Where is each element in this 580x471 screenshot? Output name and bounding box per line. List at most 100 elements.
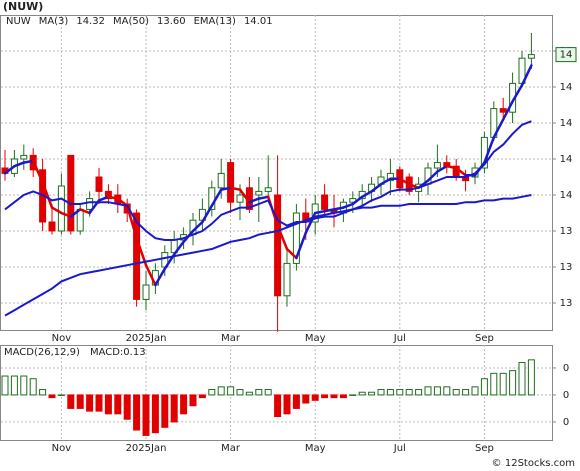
candle-body bbox=[499, 108, 507, 113]
ma-segment bbox=[50, 206, 63, 215]
ma-segment bbox=[69, 208, 82, 218]
ma-segment bbox=[191, 220, 204, 233]
ticker: (NUW) bbox=[3, 0, 43, 13]
y-tick-label: 14 bbox=[560, 82, 573, 93]
macd-bar bbox=[443, 386, 451, 396]
ma-segment bbox=[483, 136, 496, 164]
y-tick-label: 0 bbox=[563, 363, 569, 374]
macd-bar bbox=[142, 394, 150, 436]
macd-bar bbox=[264, 389, 272, 396]
macd-bar bbox=[462, 389, 470, 396]
candle-body bbox=[274, 194, 282, 297]
y-tick-label: 13 bbox=[560, 262, 573, 273]
x-tick-label: Nov bbox=[52, 333, 72, 344]
candle-body bbox=[86, 198, 94, 210]
macd-bar bbox=[499, 372, 507, 396]
macd-bar bbox=[302, 394, 310, 404]
macd-bar bbox=[20, 375, 28, 396]
candle-body bbox=[386, 172, 394, 182]
macd-bar bbox=[123, 394, 131, 420]
ma-segment bbox=[210, 188, 223, 208]
ma-segment bbox=[229, 186, 242, 191]
macd-bar bbox=[255, 389, 263, 396]
ma-segment bbox=[295, 231, 308, 260]
candle-body bbox=[255, 190, 263, 196]
macd-bar bbox=[10, 375, 18, 396]
last-price-label: 14 bbox=[560, 50, 573, 61]
legend-name: MA(50) bbox=[113, 16, 149, 27]
x-tick-label: Mar bbox=[221, 443, 241, 454]
ma-segment bbox=[313, 209, 326, 215]
macd-bar bbox=[245, 391, 253, 396]
macd-bar bbox=[330, 394, 338, 399]
macd-subtitle: MACD:0.13 bbox=[90, 347, 146, 358]
macd-bar bbox=[67, 394, 75, 409]
ma-segment bbox=[107, 195, 120, 200]
ma-segment bbox=[379, 177, 392, 186]
ma-segment bbox=[342, 202, 355, 209]
macd-bar bbox=[227, 386, 235, 396]
macd-bar bbox=[339, 394, 347, 399]
ma-segment bbox=[3, 164, 16, 175]
ma-segment bbox=[454, 166, 467, 177]
macd-bar bbox=[292, 394, 300, 409]
macd-title: MACD(26,12,9) bbox=[4, 347, 80, 358]
legend-symbol: NUW bbox=[6, 16, 31, 27]
x-tick-label: May bbox=[305, 333, 326, 344]
ma-segment bbox=[501, 100, 514, 121]
candle-body bbox=[20, 154, 28, 160]
macd-bar bbox=[189, 394, 197, 407]
watermark: © 12Stocks.com bbox=[492, 458, 575, 469]
ma-segment bbox=[78, 208, 91, 215]
macd-bar bbox=[358, 391, 366, 396]
macd-bar bbox=[57, 394, 65, 396]
macd-bar bbox=[208, 389, 216, 396]
ma-segment bbox=[332, 206, 345, 211]
last-price-box bbox=[555, 47, 577, 63]
ma-segment bbox=[125, 204, 138, 240]
candle-body bbox=[292, 212, 300, 264]
ma-segment bbox=[360, 190, 373, 199]
macd-bar bbox=[39, 389, 47, 396]
macd-bar bbox=[86, 394, 94, 412]
macd-bar bbox=[180, 394, 188, 415]
ma-segment bbox=[370, 182, 383, 193]
x-tick-label: 2025Jan bbox=[126, 443, 167, 454]
macd-bar bbox=[368, 391, 376, 396]
y-tick-label: 14 bbox=[560, 154, 573, 165]
x-tick-label: Mar bbox=[221, 333, 241, 344]
x-tick-label: Sep bbox=[475, 443, 494, 454]
x-tick-label: Nov bbox=[52, 443, 72, 454]
ma-segment bbox=[426, 170, 439, 182]
ma-segment bbox=[219, 186, 232, 191]
ma-segment bbox=[323, 208, 336, 213]
macd-bar bbox=[114, 394, 122, 415]
ma-segment bbox=[31, 159, 44, 184]
candle-body bbox=[76, 208, 84, 232]
macd-bar bbox=[48, 394, 56, 399]
x-tick-label: Jul bbox=[393, 443, 406, 454]
ma-segment bbox=[172, 240, 185, 256]
ma-segment bbox=[398, 177, 411, 186]
y-tick-label: 13 bbox=[560, 226, 573, 237]
ma-segment bbox=[248, 197, 261, 204]
y-tick-label: 14 bbox=[560, 190, 573, 201]
candle-body bbox=[48, 221, 56, 232]
macd-bar bbox=[76, 394, 84, 409]
candle-body bbox=[227, 162, 235, 203]
y-tick-label: 13 bbox=[560, 298, 573, 309]
ma-line bbox=[4, 120, 532, 241]
macd-panel bbox=[0, 345, 553, 441]
macd-bar bbox=[198, 394, 206, 399]
macd-bar bbox=[471, 386, 479, 396]
candle-body bbox=[142, 284, 150, 300]
ma-segment bbox=[445, 164, 458, 170]
candle-body bbox=[433, 162, 441, 169]
macd-bar bbox=[396, 389, 404, 396]
candle-body bbox=[133, 212, 141, 300]
ma-segment bbox=[257, 195, 270, 200]
legend-value: 14.32 bbox=[76, 16, 105, 27]
macd-bar bbox=[377, 389, 385, 396]
x-tick-label: May bbox=[305, 443, 326, 454]
